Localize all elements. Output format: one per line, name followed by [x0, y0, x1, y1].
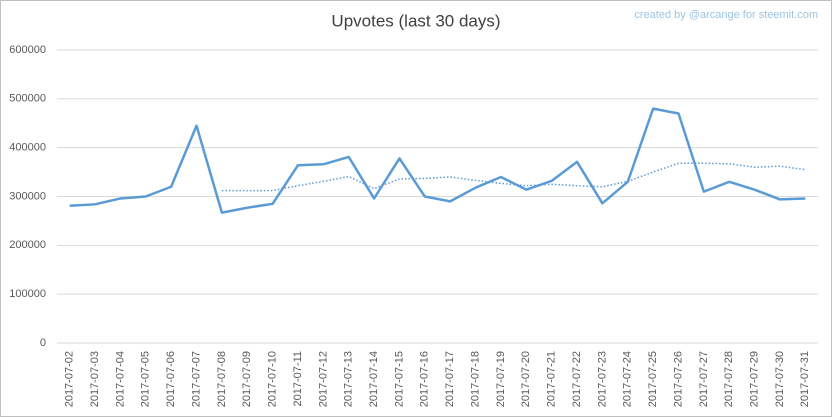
y-tick-label: 400000	[9, 142, 46, 154]
x-tick-label: 2017-07-14	[368, 351, 380, 407]
x-tick-label: 2017-07-03	[89, 351, 101, 407]
x-tick-label: 2017-07-29	[748, 351, 760, 407]
x-tick-label: 2017-07-21	[546, 351, 558, 407]
y-tick-label: 600000	[9, 44, 46, 56]
x-tick-label: 2017-07-26	[672, 351, 684, 407]
x-tick-label: 2017-07-18	[469, 351, 481, 407]
x-tick-label: 2017-07-24	[622, 351, 634, 407]
x-tick-label: 2017-07-20	[520, 351, 532, 407]
x-tick-label: 2017-07-22	[571, 351, 583, 407]
y-tick-label: 300000	[9, 190, 46, 202]
x-tick-label: 2017-07-08	[216, 351, 228, 407]
x-tick-label: 2017-07-17	[444, 351, 456, 407]
x-tick-label: 2017-07-28	[723, 351, 735, 407]
x-tick-label: 2017-07-12	[317, 351, 329, 407]
x-tick-label: 2017-07-02	[64, 351, 76, 407]
x-tick-label: 2017-07-09	[241, 351, 253, 407]
x-tick-label: 2017-07-10	[267, 351, 279, 407]
x-tick-label: 2017-07-16	[419, 351, 431, 407]
y-tick-label: 0	[40, 337, 46, 349]
x-tick-label: 2017-07-05	[140, 351, 152, 407]
x-tick-label: 2017-07-15	[393, 351, 405, 407]
x-tick-label: 2017-07-11	[292, 351, 304, 406]
x-tick-label: 2017-07-30	[774, 351, 786, 407]
x-tick-label: 2017-07-06	[165, 351, 177, 407]
x-tick-label: 2017-07-19	[495, 351, 507, 407]
x-tick-label: 2017-07-23	[596, 351, 608, 407]
y-tick-label: 200000	[9, 239, 46, 251]
annotation: created by @arcange for steemit.com	[634, 9, 818, 21]
y-tick-label: 100000	[9, 288, 46, 300]
x-tick-label: 2017-07-25	[647, 351, 659, 407]
x-tick-label: 2017-07-31	[799, 351, 811, 407]
line-series	[69, 107, 806, 214]
x-tick-label: 2017-07-27	[698, 351, 710, 407]
chart-title: Upvotes (last 30 days)	[331, 11, 500, 30]
x-tick-label: 2017-07-13	[343, 351, 355, 407]
line-series	[221, 162, 806, 192]
x-tick-label: 2017-07-07	[190, 351, 202, 407]
x-tick-label: 2017-07-04	[114, 351, 126, 407]
y-tick-label: 500000	[9, 93, 46, 105]
